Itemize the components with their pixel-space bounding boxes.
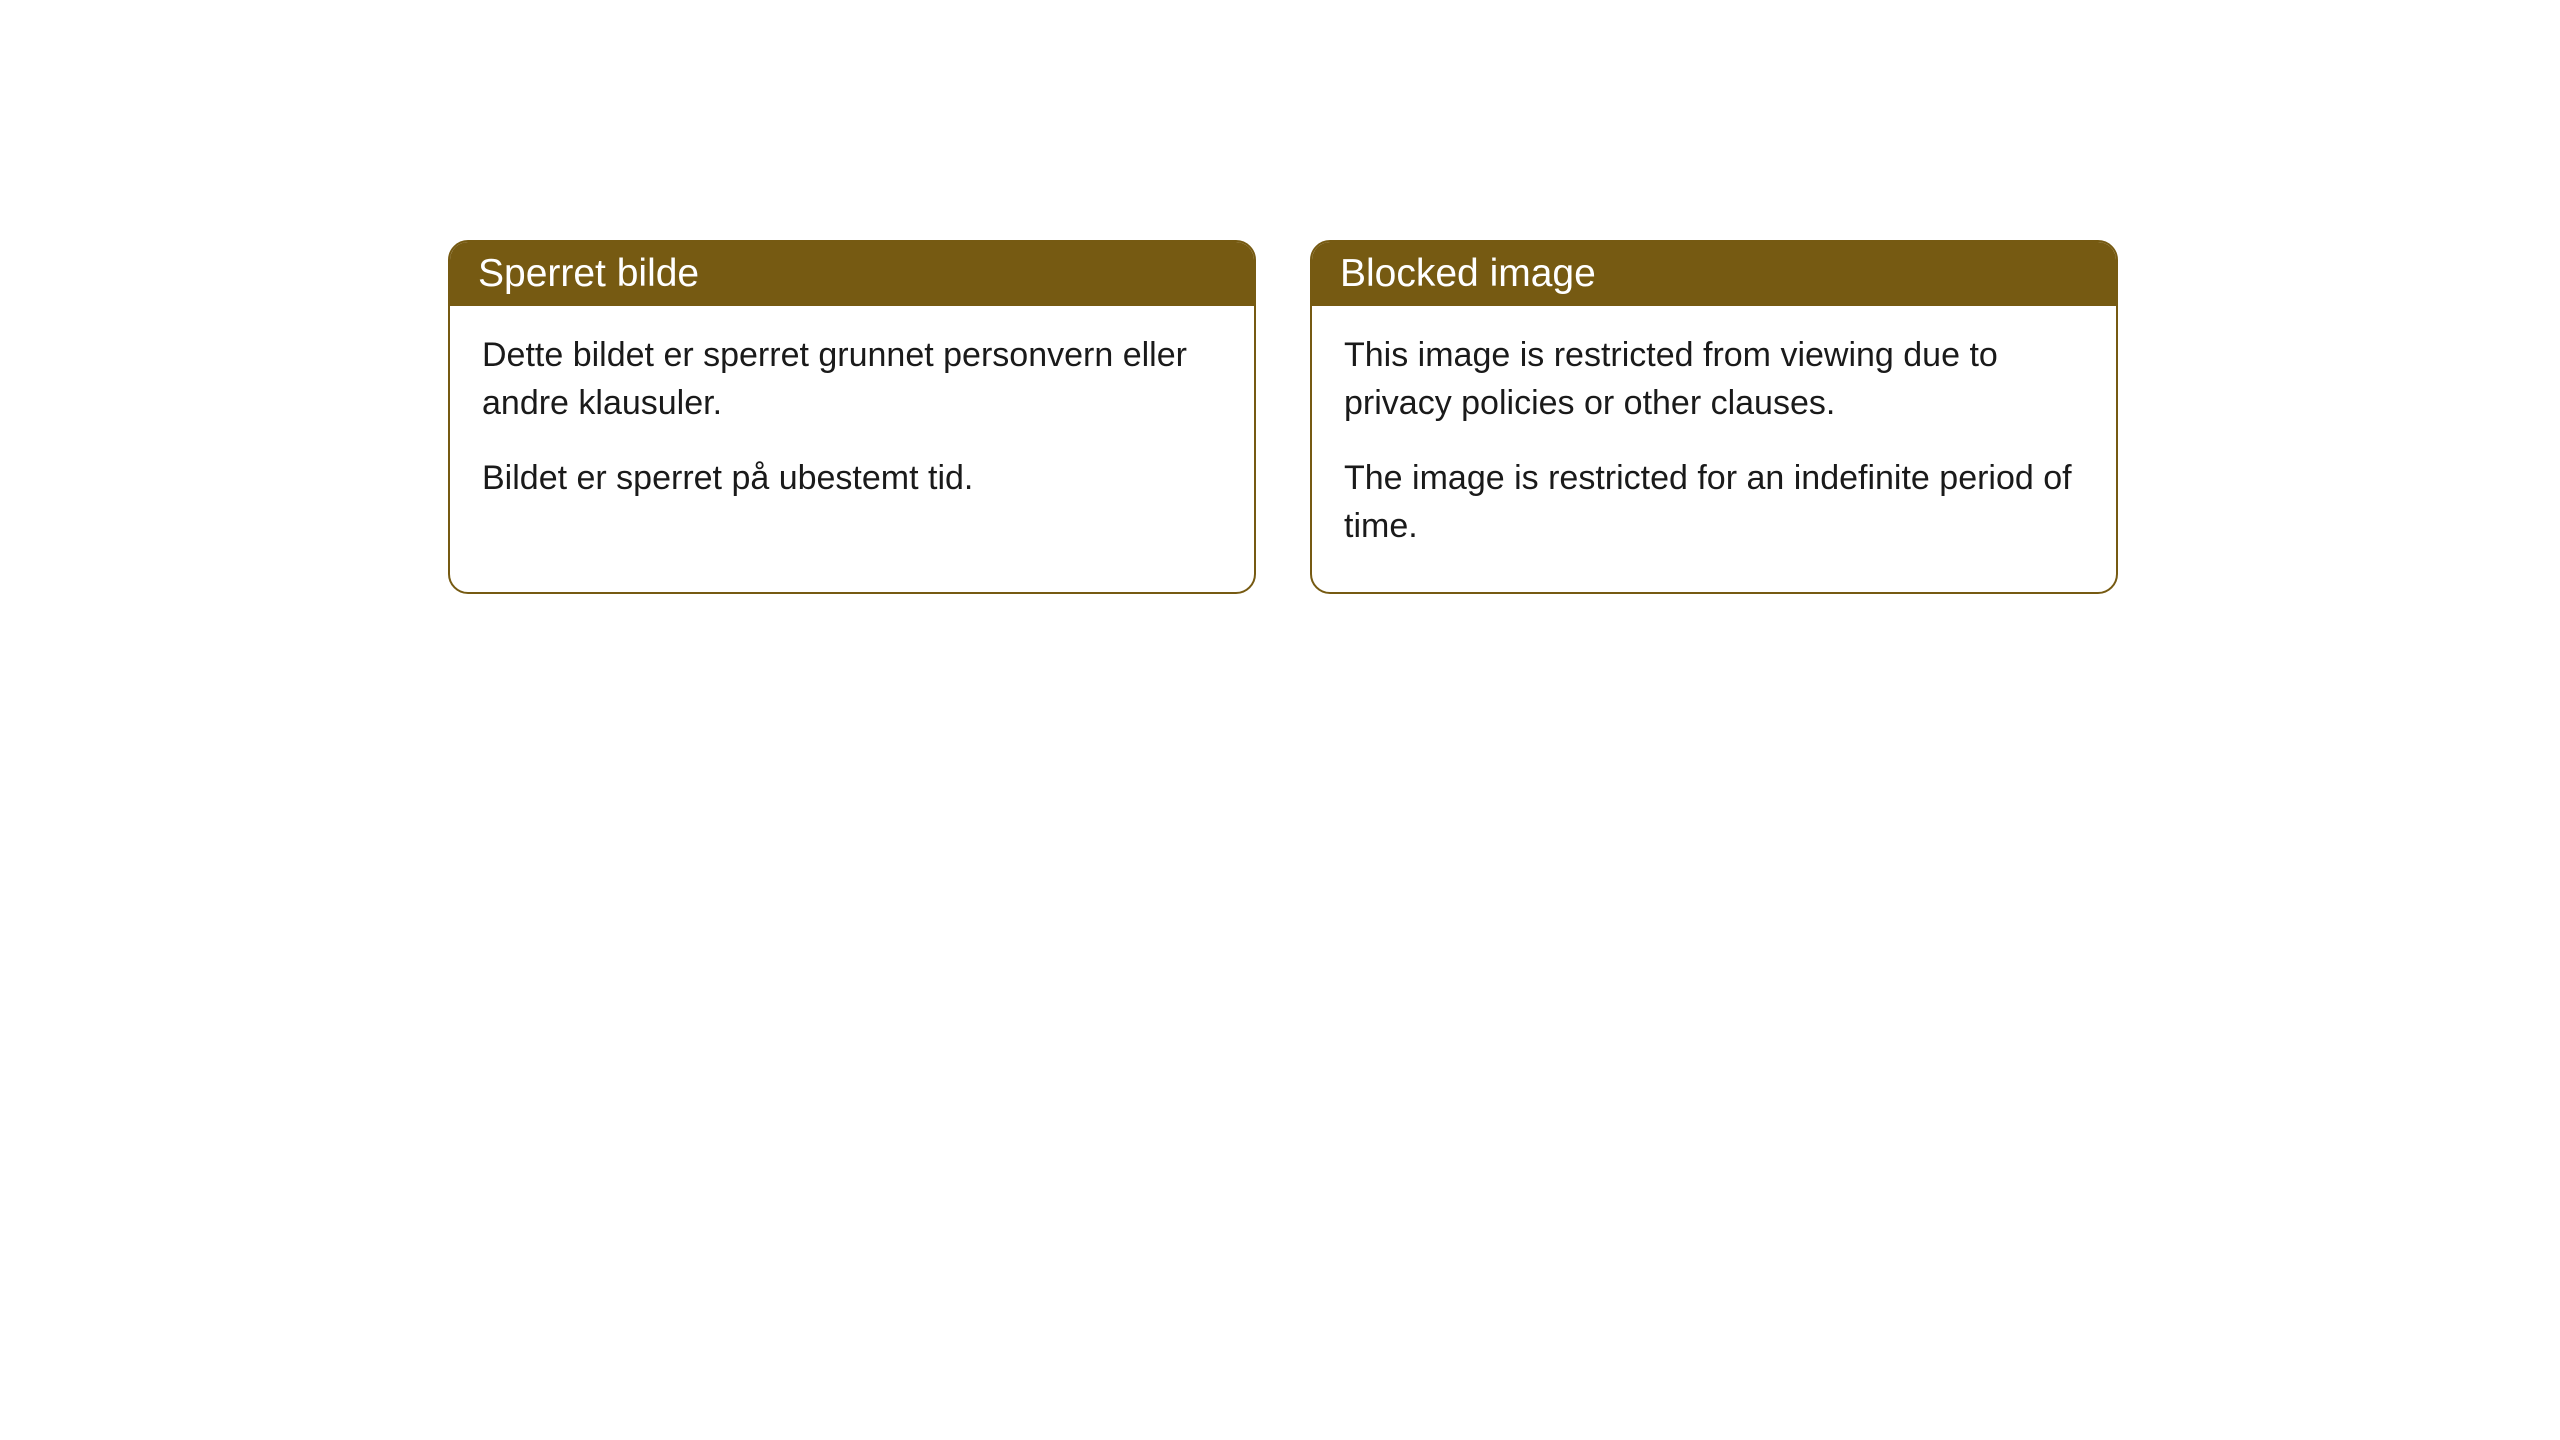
card-body-english: This image is restricted from viewing du… — [1312, 306, 2116, 592]
card-english: Blocked image This image is restricted f… — [1310, 240, 2118, 594]
card-paragraph-1-norwegian: Dette bildet er sperret grunnet personve… — [482, 332, 1222, 427]
card-paragraph-1-english: This image is restricted from viewing du… — [1344, 332, 2084, 427]
cards-container: Sperret bilde Dette bildet er sperret gr… — [448, 240, 2118, 594]
card-body-norwegian: Dette bildet er sperret grunnet personve… — [450, 306, 1254, 545]
card-paragraph-2-norwegian: Bildet er sperret på ubestemt tid. — [482, 455, 1222, 503]
card-header-norwegian: Sperret bilde — [450, 242, 1254, 306]
card-paragraph-2-english: The image is restricted for an indefinit… — [1344, 455, 2084, 550]
card-header-english: Blocked image — [1312, 242, 2116, 306]
card-norwegian: Sperret bilde Dette bildet er sperret gr… — [448, 240, 1256, 594]
